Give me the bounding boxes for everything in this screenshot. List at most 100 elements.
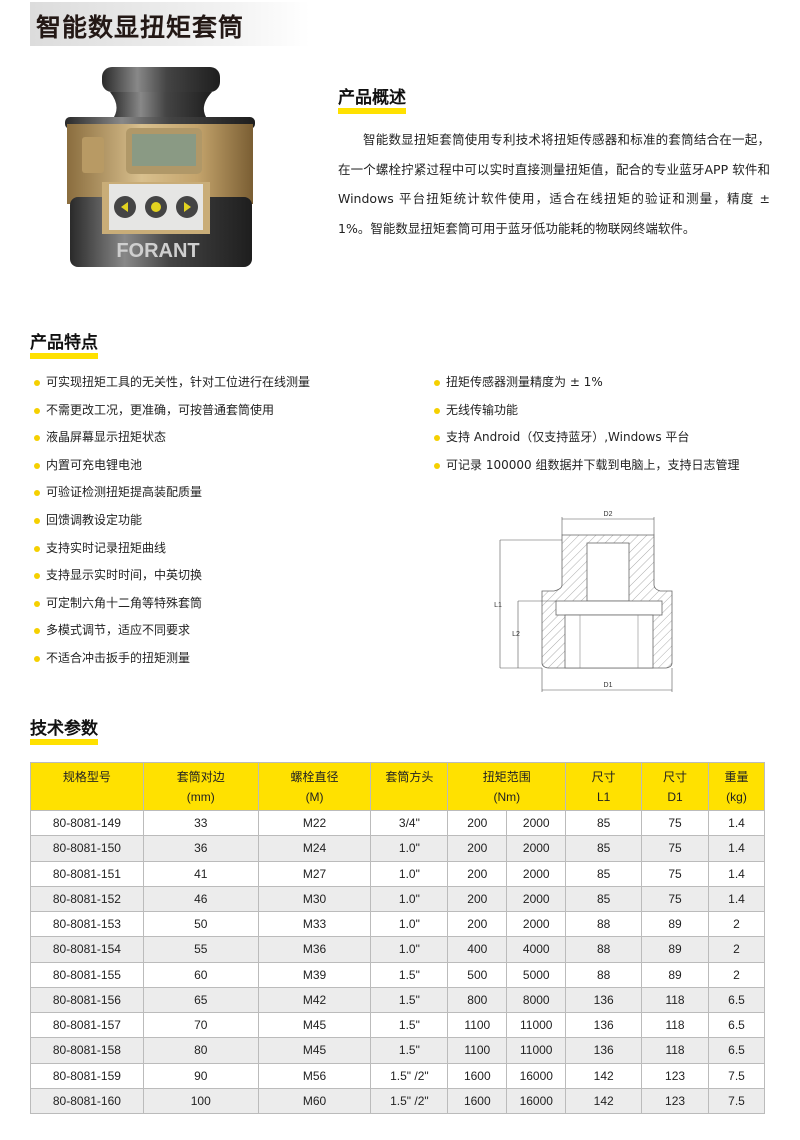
table-cell: 2000 — [506, 809, 567, 837]
table-cell: 200 — [447, 860, 508, 887]
table-cell: 88 — [565, 910, 643, 938]
table-cell: 3/4" — [370, 809, 449, 837]
table-cell: 1.5" /2" — [370, 1087, 449, 1115]
table-cell: 80-8081-157 — [30, 1011, 144, 1039]
table-cell: 6.5 — [708, 1011, 765, 1039]
column-header: 尺寸 D1 — [641, 762, 709, 811]
table-cell: 2 — [708, 936, 765, 963]
header-line: 重量 — [724, 770, 749, 784]
table-cell: 65 — [142, 986, 259, 1014]
column-header: 扭矩范围 (Nm) — [447, 762, 567, 811]
table-cell: 16000 — [506, 1087, 567, 1115]
table-cell: 1600 — [447, 1087, 508, 1115]
table-cell: 5000 — [506, 961, 567, 988]
table-cell: M39 — [257, 961, 372, 988]
table-cell: 142 — [565, 1062, 643, 1089]
dimension-diagram: D2 L1 L2 D1 — [494, 511, 673, 692]
features-list-left: 可实现扭矩工具的无关性，针对工位进行在线测量 不需更改工况，更准确，可按普通套筒使… — [34, 369, 310, 673]
feature-item: 支持实时记录扭矩曲线 — [34, 535, 310, 563]
table-cell: 1.4 — [708, 835, 765, 862]
table-cell: 80-8081-158 — [30, 1037, 144, 1064]
table-cell: M27 — [257, 860, 372, 887]
table-cell: 55 — [142, 936, 259, 963]
table-row: 80-8081-152 46 M30 1.0" 200 2000 85 75 1.4 — [30, 885, 765, 913]
table-cell: 41 — [142, 860, 259, 887]
table-cell: 1.5" — [370, 986, 449, 1014]
table-cell: 80-8081-160 — [30, 1087, 144, 1115]
table-row: 80-8081-160 100 M60 1.5" /2" 1600 16000 142 123… — [30, 1087, 765, 1115]
table-cell: M36 — [257, 936, 372, 963]
header-line: 尺寸 — [591, 770, 616, 784]
label-l2: L2 — [512, 631, 520, 638]
table-cell: 90 — [142, 1062, 259, 1089]
label-l1: L1 — [494, 602, 502, 609]
table-cell: 7.5 — [708, 1062, 765, 1089]
table-cell: 1.5" /2" — [370, 1062, 449, 1089]
table-cell: 136 — [565, 1037, 643, 1064]
table-cell: 80-8081-159 — [30, 1062, 144, 1089]
table-cell: 118 — [641, 1011, 709, 1039]
table-cell: 200 — [447, 809, 508, 837]
table-row: 80-8081-150 36 M24 1.0" 200 2000 85 75 1.4 — [30, 835, 765, 862]
table-cell: M45 — [257, 1037, 372, 1064]
table-cell: 136 — [565, 986, 643, 1014]
table-cell: 400 — [447, 936, 508, 963]
table-cell: 80-8081-154 — [30, 936, 144, 963]
feature-item: 可定制六角十二角等特殊套筒 — [34, 590, 310, 618]
feature-item: 多模式调节，适应不同要求 — [34, 617, 310, 645]
feature-item: 回馈调教设定功能 — [34, 507, 310, 535]
table-cell: 89 — [641, 936, 709, 963]
table-cell: 1.5" — [370, 1037, 449, 1064]
table-row: 80-8081-154 55 M36 1.0" 400 4000 88 89 2 — [30, 936, 765, 963]
table-cell: 123 — [641, 1062, 709, 1089]
table-cell: 6.5 — [708, 986, 765, 1014]
header-unit: (mm) — [186, 790, 215, 804]
table-cell: 1.5" — [370, 1011, 449, 1039]
table-cell: 11000 — [506, 1037, 567, 1064]
column-header: 螺栓直径 (M) — [257, 762, 372, 811]
table-cell: 16000 — [506, 1062, 567, 1089]
table-cell: 8000 — [506, 986, 567, 1014]
table-cell: 1100 — [447, 1037, 508, 1064]
table-cell: M30 — [257, 885, 372, 913]
table-cell: 33 — [142, 809, 259, 837]
feature-item: 扭矩传感器测量精度为 ± 1% — [434, 369, 739, 397]
header-line: 扭矩范围 — [482, 770, 531, 784]
table-cell: 200 — [447, 835, 508, 862]
feature-item: 无线传输功能 — [434, 397, 739, 425]
specs-table: 规格型号 套筒对边 (mm) 螺栓直径 (M) 套筒方头 扭矩范围 (Nm) 尺寸 L1 尺寸 D1 重… — [30, 762, 765, 1115]
table-cell: 11000 — [506, 1011, 567, 1039]
table-cell: 85 — [565, 860, 643, 887]
table-cell: 2 — [708, 961, 765, 988]
table-cell: 89 — [641, 961, 709, 988]
table-cell: 80-8081-149 — [30, 809, 144, 837]
table-cell: 80-8081-156 — [30, 986, 144, 1014]
table-cell: 1.4 — [708, 860, 765, 887]
table-cell: 75 — [641, 860, 709, 887]
table-cell: 200 — [447, 885, 508, 913]
header-line: 尺寸 — [663, 770, 688, 784]
table-cell: 1.4 — [708, 809, 765, 837]
table-cell: 85 — [565, 809, 643, 837]
table-cell: 75 — [641, 809, 709, 837]
table-cell: 75 — [641, 885, 709, 913]
column-header: 套筒方头 — [370, 762, 449, 811]
feature-item: 可验证检测扭矩提高装配质量 — [34, 479, 310, 507]
table-cell: 80-8081-151 — [30, 860, 144, 887]
table-cell: 36 — [142, 835, 259, 862]
table-row: 80-8081-157 70 M45 1.5" 1100 11000 136 118 6.5 — [30, 1011, 765, 1039]
feature-item: 可实现扭矩工具的无关性，针对工位进行在线测量 — [34, 369, 310, 397]
table-cell: 4000 — [506, 936, 567, 963]
table-cell: 70 — [142, 1011, 259, 1039]
feature-item: 液晶屏幕显示扭矩状态 — [34, 424, 310, 452]
header-unit: (M) — [305, 790, 324, 804]
table-cell: 2000 — [506, 910, 567, 938]
table-row: 80-8081-153 50 M33 1.0" 200 2000 88 89 2 — [30, 910, 765, 938]
table-cell: 6.5 — [708, 1037, 765, 1064]
overview-text: 智能数显扭矩套筒使用专利技术将扭矩传感器和标准的套筒结合在一起，在一个螺栓拧紧过… — [338, 132, 770, 236]
table-row: 80-8081-158 80 M45 1.5" 1100 11000 136 118 6.5 — [30, 1037, 765, 1064]
table-cell: M60 — [257, 1087, 372, 1115]
header-line: 套筒对边 — [176, 770, 225, 784]
table-cell: 80 — [142, 1037, 259, 1064]
table-cell: 60 — [142, 961, 259, 988]
